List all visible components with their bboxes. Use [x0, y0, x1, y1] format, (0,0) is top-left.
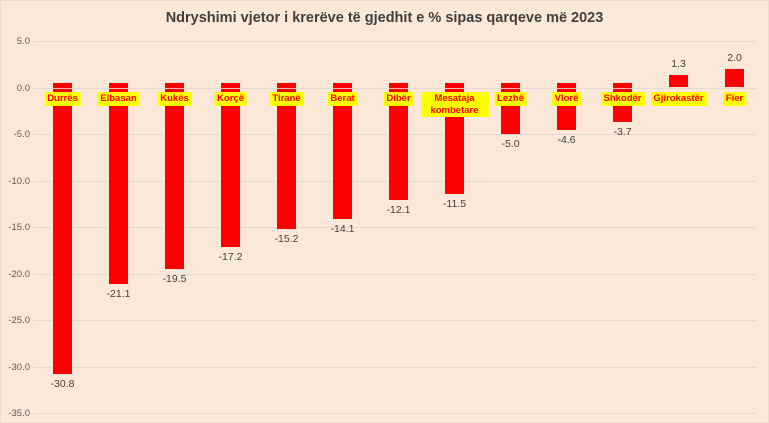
zero-gridline	[33, 87, 756, 89]
gridline	[33, 413, 756, 414]
y-axis-tick-label: 5.0	[16, 36, 30, 47]
category-label: Shkodër	[600, 92, 645, 106]
category-label: Mesataja kombetare	[420, 92, 489, 117]
bar	[389, 82, 408, 201]
y-axis-tick-label: -20.0	[8, 268, 30, 280]
gridline	[33, 227, 756, 228]
bar	[333, 82, 352, 219]
category-label: Fier	[722, 92, 747, 106]
gridline	[33, 320, 756, 321]
category-label: Gjirokastër	[650, 92, 707, 106]
bar	[725, 68, 744, 88]
y-axis-tick-label: -5.0	[13, 129, 30, 140]
y-axis-tick-label: -10.0	[8, 175, 30, 187]
category-label: Lezhë	[494, 92, 527, 106]
y-axis-tick-label: -30.0	[8, 361, 30, 373]
category-label: Vlorë	[551, 92, 582, 106]
bar	[501, 82, 520, 134]
gridline	[33, 366, 756, 368]
bar-value-label: -30.8	[50, 377, 75, 390]
bar-value-label: -17.2	[218, 251, 243, 264]
bar-value-label: -19.5	[162, 272, 187, 285]
y-axis-tick-label: 0.0	[16, 82, 30, 94]
bar-value-label: -3.7	[613, 125, 632, 138]
bar-value-label: 2.0	[727, 51, 742, 64]
bar	[53, 82, 72, 374]
category-label: Elbasan	[97, 92, 140, 106]
bar	[109, 82, 128, 284]
category-label: Kukës	[157, 92, 192, 106]
category-label: Berat	[327, 92, 358, 106]
gridline	[33, 41, 756, 42]
bar-value-label: -11.5	[442, 198, 467, 211]
y-axis-tick-label: -15.0	[8, 222, 30, 233]
bar-value-label: -21.1	[106, 287, 131, 300]
bar-value-label: -12.1	[386, 204, 411, 217]
chart-title: Ndryshimi vjetor i krerëve të gjedhit e …	[165, 10, 604, 26]
bar	[165, 82, 184, 269]
bar-value-label: -14.1	[330, 222, 355, 235]
bar	[277, 82, 296, 229]
bar-value-label: -4.6	[557, 134, 576, 147]
bar-value-label: 1.3	[671, 58, 686, 71]
bar-value-label: -15.2	[274, 232, 299, 245]
bar-value-label: -5.0	[501, 138, 520, 150]
bar	[669, 75, 688, 88]
category-label: Durrës	[44, 92, 81, 106]
bar	[221, 82, 240, 248]
y-axis-tick-label: -35.0	[8, 408, 30, 419]
bar	[557, 82, 576, 131]
category-label: Tiranë	[269, 92, 304, 106]
y-axis-tick-label: -25.0	[8, 315, 30, 326]
gridline	[33, 273, 756, 275]
category-label: Dibër	[383, 92, 414, 106]
category-label: Korçë	[214, 92, 247, 106]
